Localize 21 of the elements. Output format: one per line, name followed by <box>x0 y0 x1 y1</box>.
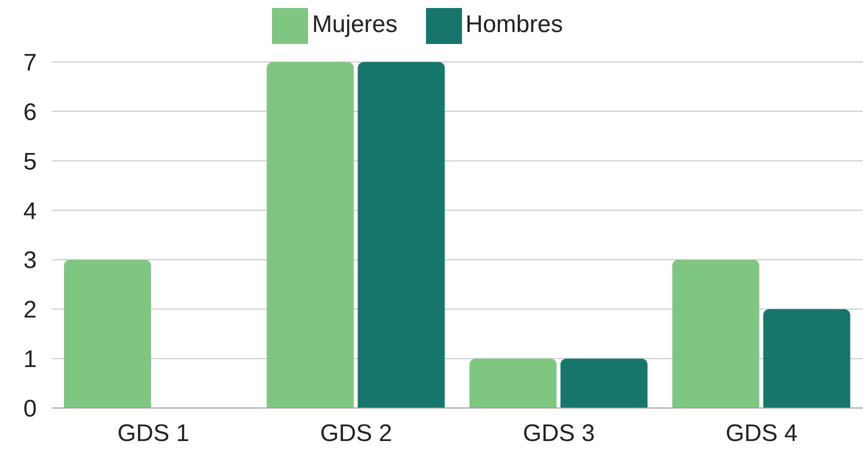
y-tick-label: 7 <box>23 50 37 77</box>
bar <box>266 62 354 408</box>
bar <box>64 260 151 408</box>
x-tick-label: GDS 2 <box>320 420 392 448</box>
x-tick-label: GDS 4 <box>726 420 798 448</box>
bar <box>560 358 648 408</box>
y-tick-label: 3 <box>23 247 37 274</box>
y-tick-label: 0 <box>23 396 37 423</box>
y-tick-label: 2 <box>23 296 37 324</box>
x-tick-label: GDS 3 <box>522 420 595 448</box>
bar <box>763 309 850 408</box>
bar <box>470 358 556 408</box>
bar <box>672 260 760 408</box>
legend-label: Mujeres <box>312 11 398 38</box>
y-tick-label: 1 <box>23 346 37 374</box>
x-tick-label: GDS 1 <box>117 420 190 448</box>
legend-label: Hombres <box>466 11 563 38</box>
y-tick-label: 5 <box>23 148 37 176</box>
bar <box>358 62 445 408</box>
y-tick-label: 4 <box>23 198 37 225</box>
y-tick-label: 6 <box>23 98 37 126</box>
